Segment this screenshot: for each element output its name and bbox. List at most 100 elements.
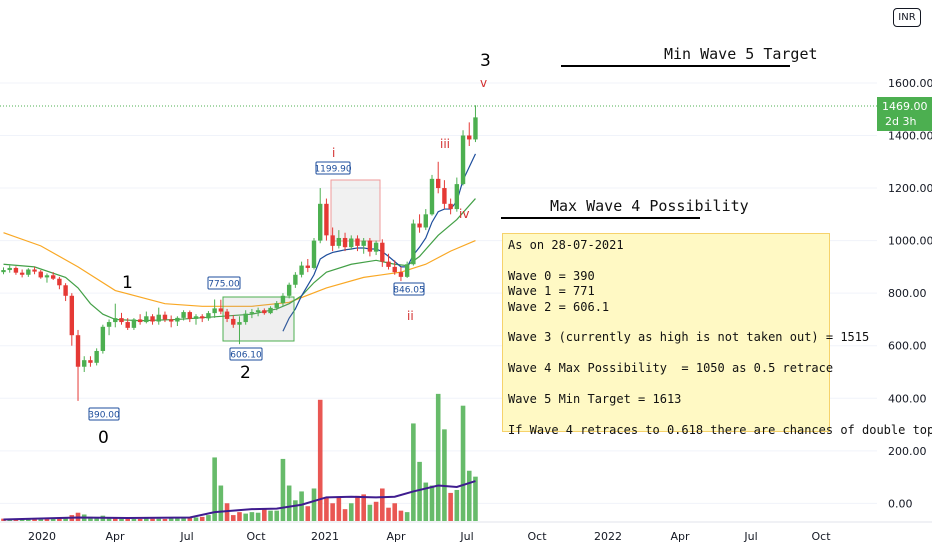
candle-body — [44, 275, 50, 278]
volume-bar — [435, 393, 441, 521]
candle-body — [113, 318, 118, 323]
volume-bar — [237, 512, 242, 521]
candle-body — [429, 178, 435, 215]
candle-body — [75, 335, 81, 367]
candle-body — [137, 319, 143, 323]
info-note: As on 28-07-2021 Wave 0 = 390 Wave 1 = 7… — [502, 233, 932, 437]
candle-body — [473, 117, 478, 140]
ema-slow-line — [3, 232, 476, 307]
candle-body — [436, 178, 441, 189]
subwave-label-iv: iv — [459, 207, 469, 221]
volume-bar — [94, 517, 99, 521]
time-tick-label: Jul — [459, 530, 473, 543]
volume-ma-line — [3, 480, 476, 521]
volume-bar — [38, 518, 44, 521]
candle-body — [373, 242, 379, 252]
volume-bar — [230, 515, 236, 521]
volume-bar — [249, 512, 255, 521]
last-price-countdown: 2d 3h — [885, 115, 916, 128]
candle-body — [206, 313, 211, 319]
info-line-wave1: Wave 1 = 771 — [508, 284, 595, 299]
volume-bar — [44, 518, 50, 521]
candle-body — [193, 316, 199, 319]
volume-bar — [417, 461, 422, 521]
candle-body — [448, 203, 453, 210]
volume-bar — [293, 500, 298, 521]
volume-bar — [305, 506, 311, 521]
info-line-wave5: Wave 5 Min Target = 1613 — [508, 391, 682, 406]
candle-body — [162, 314, 168, 320]
volume-bar — [262, 509, 267, 521]
price-tick-label: 400.00 — [888, 392, 927, 405]
moving-averages — [3, 153, 477, 332]
candle-body — [380, 242, 385, 262]
price-tag-box — [315, 161, 351, 175]
candle-body — [330, 235, 335, 246]
price-tag-value: 606.10 — [230, 351, 262, 361]
volume-bar — [156, 518, 162, 521]
candle-body — [467, 135, 472, 140]
volume-bar — [131, 518, 137, 521]
candle-body — [411, 223, 416, 265]
time-tick-label: Oct — [811, 530, 831, 543]
candle-body — [82, 360, 87, 367]
candle-body — [417, 223, 422, 228]
volume-bar — [466, 470, 472, 521]
wave-label-3: 3 — [480, 51, 491, 71]
volume-bar — [311, 488, 317, 521]
volume-bar — [317, 399, 323, 521]
volume-bar — [342, 509, 348, 521]
info-line-wave3: Wave 3 (currently as high is not taken o… — [508, 330, 870, 345]
wave-label-2: 2 — [240, 363, 251, 383]
candle-body — [212, 308, 217, 314]
currency-badge[interactable]: INR — [893, 8, 921, 27]
candle-body — [262, 310, 267, 314]
candle-body — [57, 278, 62, 286]
time-tick-label: Apr — [670, 530, 690, 543]
volume-bar — [57, 518, 62, 521]
volume-bar — [137, 518, 143, 521]
volume-bar — [299, 491, 304, 521]
candle-body — [274, 303, 279, 308]
price-axis[interactable]: 1600.00 1400.00 1200.00 1000.00 800.00 600.00… — [888, 77, 932, 510]
volume-bar — [423, 482, 429, 521]
price-tag-box — [393, 282, 425, 296]
volume-bar — [218, 485, 224, 521]
info-line-wave4: Wave 4 Max Possibility = 1050 as 0.5 ret… — [508, 361, 834, 376]
volume-bar — [429, 485, 435, 521]
volume-bar — [119, 518, 124, 521]
candle-body — [26, 269, 31, 275]
candle-body — [243, 313, 248, 323]
time-tick-label: Apr — [386, 530, 406, 543]
volume-bar — [144, 518, 149, 521]
subwave-label-ii: ii — [407, 309, 414, 323]
info-line-wave2: Wave 2 = 606.1 — [508, 299, 610, 314]
volume-bar — [448, 492, 453, 521]
price-tag-value: 1199.90 — [314, 165, 351, 175]
time-axis[interactable]: 2020 Apr Jul Oct 2021 Apr Jul Oct 2022 Apr Jul Oct — [28, 530, 831, 543]
volume-bar — [243, 513, 248, 521]
subwave-label-iii: iii — [440, 137, 450, 151]
min-wave5-label: Min Wave 5 Target — [664, 45, 818, 63]
volume-bar — [442, 429, 447, 521]
volume-bar — [63, 517, 68, 521]
info-line-date: As on 28-07-2021 — [508, 238, 624, 252]
candle-body — [286, 284, 292, 296]
volume-bar — [175, 518, 180, 521]
candle-body — [38, 271, 43, 278]
volume-bar — [50, 518, 56, 521]
price-tag-box — [88, 407, 120, 421]
volume-bar — [106, 518, 112, 521]
volume-bar — [125, 518, 130, 521]
volume-bar — [367, 504, 373, 521]
volume-bar — [355, 495, 360, 521]
candle-body — [119, 318, 124, 323]
candle-body — [168, 319, 174, 322]
volume-bar — [168, 518, 174, 521]
candle-body — [218, 308, 224, 312]
candle-body — [69, 295, 75, 336]
price-tag-value: 846.05 — [393, 286, 425, 296]
time-tick-label: Oct — [246, 530, 266, 543]
subwave-label-v: v — [480, 76, 487, 90]
